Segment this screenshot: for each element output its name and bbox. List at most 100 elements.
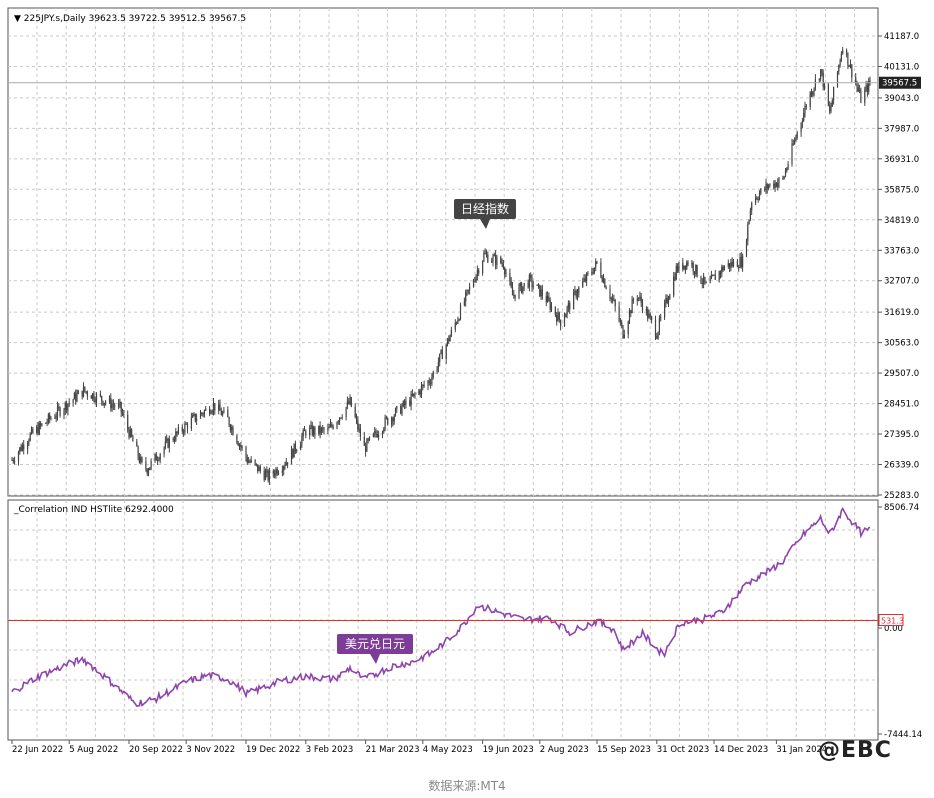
candle [469,282,471,295]
candle [241,445,243,451]
candle [73,391,75,400]
candle [513,289,515,299]
candle [848,64,850,68]
candle [605,285,607,290]
candle [604,278,606,288]
candle [649,312,651,320]
candle [410,390,412,411]
candle [23,440,25,455]
candle [718,270,720,283]
candle [622,324,624,339]
candle [238,443,241,450]
candle [19,446,21,455]
candle [357,416,359,433]
candle [864,86,866,106]
candle [303,426,306,432]
candle [795,134,797,142]
candle [666,294,668,305]
candle [56,401,59,421]
candle [704,276,706,285]
candle [383,426,385,434]
candle [600,258,602,279]
candle [236,434,238,445]
candle [219,399,221,411]
y-tick-label: 33763.0 [884,246,919,256]
candle [419,388,421,398]
candle [267,468,269,483]
candle [212,397,215,416]
candle [786,167,788,173]
candle [45,422,47,425]
candle [258,465,260,472]
y-tick-label: 35875.0 [884,185,919,195]
candle [36,424,38,435]
candle [64,401,66,416]
candle [137,445,139,461]
candle [623,329,625,339]
candle [227,406,229,418]
candle [365,442,367,457]
candle [92,392,94,401]
candle [610,296,612,304]
candle [309,424,311,440]
candle [732,259,735,268]
candle [492,253,494,267]
candle [805,104,807,110]
candle [748,219,750,225]
candle [154,453,156,463]
candle [695,264,697,277]
candle [636,295,638,306]
candle [487,251,489,264]
candle [163,446,165,458]
candle [675,263,677,281]
candle [331,421,333,429]
candle [75,389,77,405]
candle [27,440,29,455]
candle [502,260,504,270]
y-tick-label: 27395.0 [884,430,919,440]
candle [193,412,195,417]
candle [105,399,107,406]
candle [259,464,261,474]
x-tick-label: 14 Dec 2023 [714,745,768,755]
candle [647,306,649,322]
candle [456,321,458,326]
candle [248,456,250,464]
candle [727,259,729,269]
candle [827,83,829,107]
candle [176,431,178,437]
candle [431,373,433,387]
candle [292,448,294,460]
candle [677,263,679,274]
candle [739,253,741,269]
candle [765,178,767,194]
candle [563,312,566,327]
candle [665,294,667,308]
candle [457,316,459,324]
mt4-chart: 41187.0 40131.0 39043.0 37987.0 36931.0 35875… [7,7,922,755]
candle [657,331,659,340]
candle [801,118,803,129]
x-tick-label: 3 Feb 2023 [306,745,354,755]
candle [367,437,369,444]
candle [630,309,632,318]
candle [322,424,324,433]
candle [658,315,660,336]
candle [158,456,160,462]
candle [813,87,815,97]
candle [428,377,430,386]
candle [613,294,615,302]
candle [514,294,516,302]
candle [712,274,714,277]
candle [38,420,40,436]
candle [851,64,853,83]
candle [37,421,39,436]
candle [632,297,634,304]
candle [420,381,423,399]
candle [141,456,143,464]
candle [432,370,434,380]
candle [849,59,852,69]
candle [664,299,666,321]
candle [713,274,715,276]
candle [465,289,467,307]
